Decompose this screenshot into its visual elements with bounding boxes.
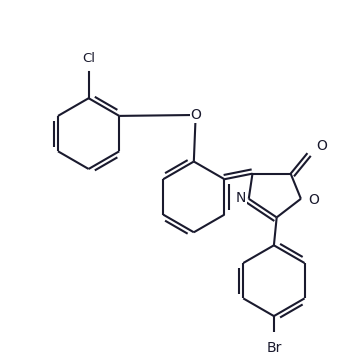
Text: Br: Br	[266, 341, 282, 355]
Text: O: O	[190, 108, 201, 122]
Text: O: O	[317, 139, 328, 153]
Text: Cl: Cl	[82, 52, 95, 65]
Text: N: N	[236, 191, 246, 205]
Text: O: O	[308, 193, 319, 207]
